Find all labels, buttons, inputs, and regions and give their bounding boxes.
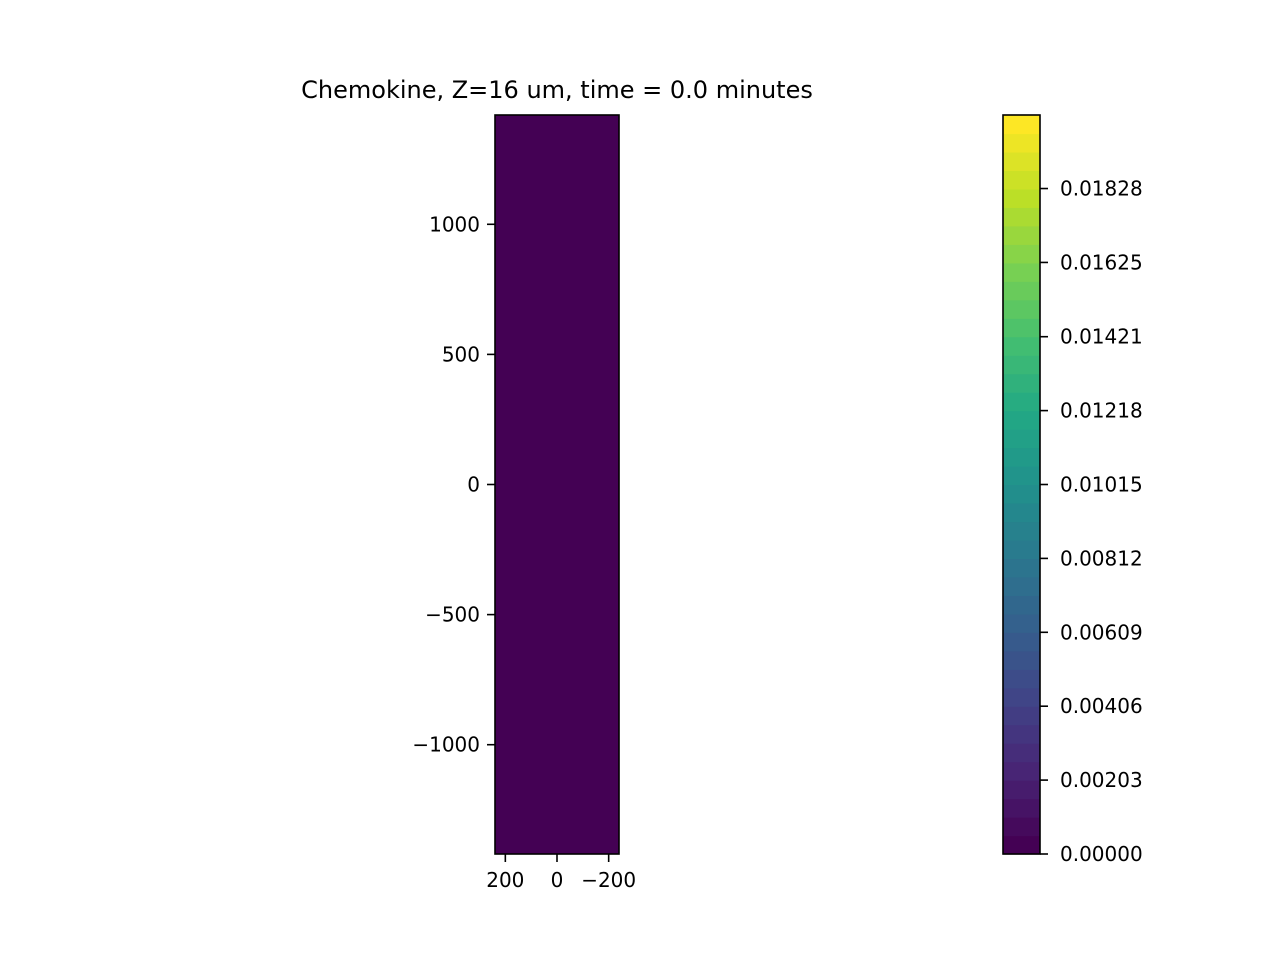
colorbar-band (1003, 780, 1040, 800)
colorbar-band (1003, 188, 1040, 208)
colorbar-tick-label: 0.00609 (1060, 620, 1143, 644)
colorbar-band (1003, 817, 1040, 837)
y-tick-label: 500 (442, 342, 480, 366)
colorbar-band (1003, 632, 1040, 652)
colorbar: 0.00000 0.00203 0.00406 0.00609 0.00812 0.010… (1002, 114, 1143, 866)
colorbar-band (1003, 521, 1040, 541)
colorbar-band (1003, 281, 1040, 301)
colorbar-band (1003, 392, 1040, 412)
colorbar-band (1003, 798, 1040, 818)
colorbar-band (1003, 595, 1040, 615)
colorbar-band (1003, 835, 1040, 855)
colorbar-band (1003, 244, 1040, 264)
colorbar-band (1003, 170, 1040, 190)
colorbar-band (1003, 650, 1040, 670)
colorbar-band (1003, 115, 1040, 135)
colorbar-tick-label: 0.01625 (1060, 250, 1143, 274)
colorbar-bands (1003, 115, 1040, 855)
colorbar-band (1003, 373, 1040, 393)
x-tick-label: 200 (486, 868, 524, 892)
x-tick-label: −200 (581, 868, 636, 892)
colorbar-band (1003, 336, 1040, 356)
colorbar-band (1003, 539, 1040, 559)
colorbar-band (1003, 743, 1040, 763)
colorbar-band (1003, 576, 1040, 596)
heatmap-field (495, 115, 619, 854)
colorbar-band (1003, 613, 1040, 633)
colorbar-tick-label: 0.00000 (1060, 842, 1143, 866)
colorbar-band (1003, 502, 1040, 523)
colorbar-band (1003, 429, 1040, 449)
chart-title: Chemokine, Z=16 um, time = 0.0 minutes (301, 76, 813, 104)
y-tick-label: −1000 (412, 733, 480, 757)
plot-area (494, 114, 620, 855)
colorbar-band (1003, 466, 1040, 486)
colorbar-band (1003, 669, 1040, 689)
colorbar-tick-label: 0.01015 (1060, 473, 1143, 497)
colorbar-tick-label: 0.00406 (1060, 694, 1143, 718)
y-axis: 1000 500 0 −500 −1000 (412, 212, 495, 757)
colorbar-tick-label: 0.00203 (1060, 768, 1143, 792)
colorbar-band (1003, 299, 1040, 319)
colorbar-band (1003, 355, 1040, 375)
colorbar-band (1003, 318, 1040, 338)
colorbar-tick-label: 0.01218 (1060, 399, 1143, 423)
colorbar-band (1003, 262, 1040, 282)
colorbar-band (1003, 558, 1040, 578)
x-tick-label: 0 (551, 868, 564, 892)
x-axis: 200 0 −200 (486, 854, 636, 892)
colorbar-tick-label: 0.01828 (1060, 177, 1143, 201)
colorbar-band (1003, 761, 1040, 781)
y-tick-label: 0 (467, 473, 480, 497)
colorbar-tick-label: 0.00812 (1060, 546, 1143, 570)
colorbar-band (1003, 447, 1040, 467)
colorbar-band (1003, 151, 1040, 172)
colorbar-band (1003, 133, 1040, 153)
colorbar-tick-label: 0.01421 (1060, 325, 1143, 349)
colorbar-band (1003, 225, 1040, 245)
colorbar-band (1003, 724, 1040, 744)
colorbar-band (1003, 687, 1040, 707)
y-tick-label: 1000 (429, 212, 480, 236)
colorbar-band (1003, 706, 1040, 726)
y-tick-label: −500 (425, 603, 480, 627)
colorbar-band (1003, 207, 1040, 227)
colorbar-band (1003, 484, 1040, 504)
colorbar-band (1003, 410, 1040, 430)
colorbar-ticks: 0.00000 0.00203 0.00406 0.00609 0.00812 0.010… (1040, 177, 1143, 866)
